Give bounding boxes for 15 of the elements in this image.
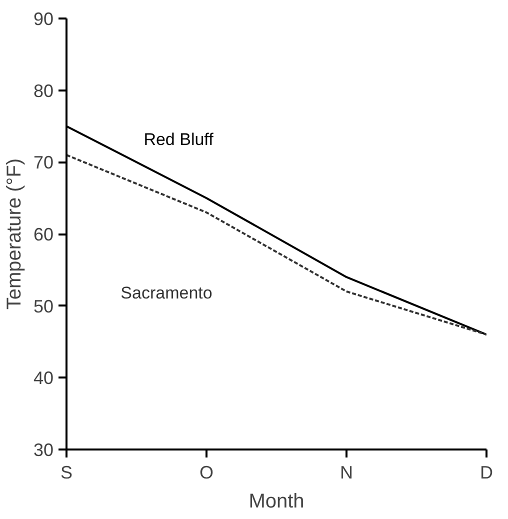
y-tick-label: 70 [33, 152, 54, 173]
y-tick-label: 40 [33, 368, 54, 388]
x-tick-label: D [480, 462, 493, 482]
y-tick-label: 60 [33, 224, 54, 244]
series-label: Red Bluff [144, 130, 214, 150]
y-tick-label: 90 [33, 9, 54, 29]
x-tick-label: O [200, 462, 214, 482]
text: Sacramento [120, 283, 212, 302]
y-tick-label: 30 [33, 440, 54, 460]
y-tick-label: 50 [33, 296, 54, 316]
y-tick-label: 80 [33, 80, 54, 101]
x-tick-label: S [60, 462, 73, 482]
x-axis-title: Month [248, 490, 304, 512]
y-axis-title: Temperature (°F) [3, 158, 26, 310]
x-tick-label: N [340, 462, 353, 482]
